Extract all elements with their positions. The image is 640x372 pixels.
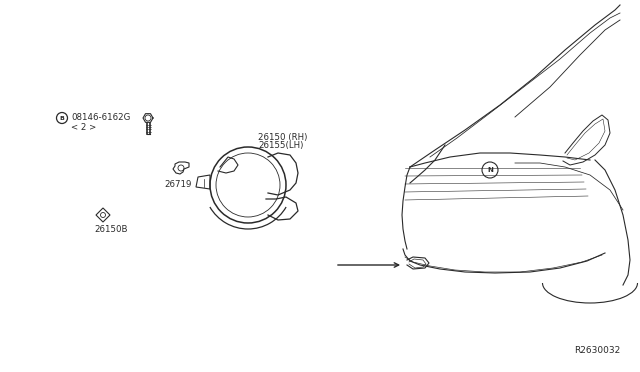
Text: 26719: 26719: [164, 180, 192, 189]
Text: N: N: [487, 167, 493, 173]
Text: 26150 (RH): 26150 (RH): [258, 133, 307, 142]
Text: 26155(LH): 26155(LH): [258, 141, 303, 150]
Text: < 2 >: < 2 >: [71, 122, 96, 131]
Text: R2630032: R2630032: [573, 346, 620, 355]
Text: 26150B: 26150B: [94, 225, 127, 234]
Text: B: B: [60, 115, 65, 121]
Text: 08146-6162G: 08146-6162G: [71, 113, 131, 122]
